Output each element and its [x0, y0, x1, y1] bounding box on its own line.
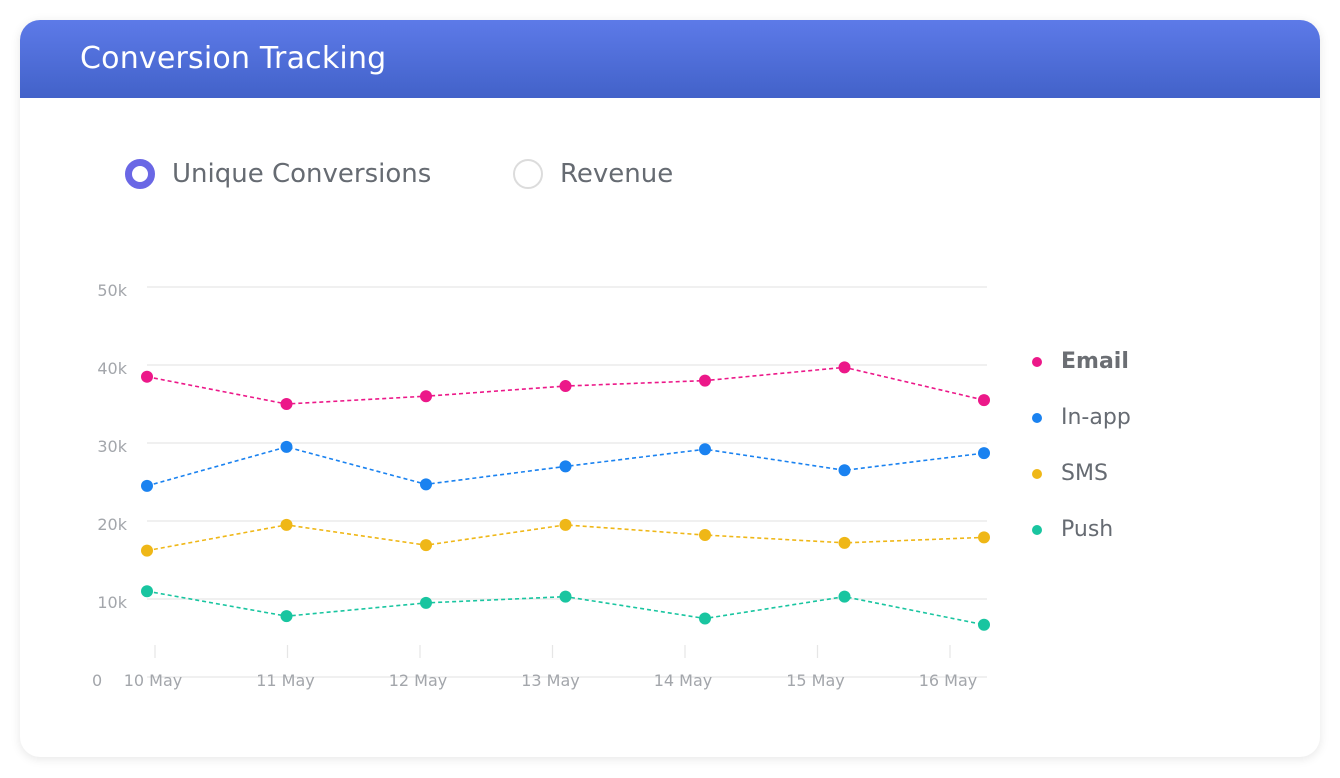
card-header: Conversion Tracking: [20, 20, 1320, 98]
x-tick-label: 14 May: [654, 671, 713, 690]
x-tick-label: 15 May: [786, 671, 845, 690]
legend-label-in-app: In-app: [1061, 405, 1131, 430]
legend-dot-sms: [1032, 468, 1042, 479]
x-tick-label: 10 May: [124, 671, 183, 690]
x-tick-label: 16 May: [919, 671, 978, 690]
radio-unique-conversions[interactable]: Unique Conversions: [125, 159, 431, 189]
data-point-sms[interactable]: [280, 518, 293, 531]
y-tick-label: 10k: [97, 593, 127, 612]
data-point-email[interactable]: [838, 361, 851, 374]
legend-item-push[interactable]: Push: [1032, 517, 1232, 542]
data-point-sms[interactable]: [838, 536, 851, 549]
data-point-push[interactable]: [559, 590, 572, 603]
data-point-email[interactable]: [559, 380, 572, 393]
legend-item-in-app[interactable]: In-app: [1032, 405, 1232, 430]
y-tick-label: 50k: [97, 281, 127, 300]
data-point-push[interactable]: [699, 612, 711, 625]
data-point-email[interactable]: [280, 398, 293, 410]
radio-label-unique-conversions: Unique Conversions: [172, 159, 432, 189]
data-point-sms[interactable]: [559, 518, 572, 531]
data-point-push[interactable]: [420, 596, 432, 609]
data-point-email[interactable]: [420, 390, 432, 403]
legend-item-email[interactable]: Email: [1032, 349, 1232, 374]
data-point-sms[interactable]: [978, 531, 990, 544]
data-point-email[interactable]: [699, 374, 711, 387]
legend-label-push: Push: [1061, 517, 1114, 542]
legend-label-sms: SMS: [1061, 461, 1108, 486]
data-point-sms[interactable]: [699, 529, 711, 542]
data-point-in-app[interactable]: [978, 447, 990, 460]
data-point-push[interactable]: [838, 590, 851, 603]
y-tick-label: 20k: [97, 515, 127, 534]
legend-dot-push: [1032, 524, 1042, 535]
y-tick-label: 0: [92, 671, 102, 690]
metric-radio-group: Unique Conversions Revenue: [0, 136, 1340, 196]
data-point-push[interactable]: [280, 610, 293, 623]
data-point-email[interactable]: [978, 394, 990, 407]
data-point-push[interactable]: [978, 618, 990, 631]
data-point-in-app[interactable]: [420, 478, 432, 491]
card-title: Conversion Tracking: [80, 41, 387, 76]
radio-unselected-icon: [513, 159, 543, 189]
y-tick-label: 30k: [97, 437, 127, 456]
data-point-sms[interactable]: [420, 539, 432, 552]
radio-selected-icon: [125, 159, 155, 189]
y-tick-label: 40k: [97, 359, 127, 378]
radio-label-revenue: Revenue: [560, 159, 674, 189]
x-tick-label: 12 May: [389, 671, 448, 690]
x-tick-label: 11 May: [256, 671, 315, 690]
legend-dot-in-app: [1032, 412, 1042, 423]
data-point-push[interactable]: [141, 585, 153, 598]
legend-dot-email: [1032, 356, 1042, 367]
data-point-sms[interactable]: [141, 544, 153, 557]
radio-revenue[interactable]: Revenue: [513, 159, 673, 189]
data-point-in-app[interactable]: [838, 464, 851, 477]
legend-item-sms[interactable]: SMS: [1032, 461, 1232, 486]
data-point-in-app[interactable]: [141, 479, 153, 492]
data-point-in-app[interactable]: [280, 440, 293, 453]
conversion-tracking-card: Conversion Tracking: [20, 20, 1320, 757]
data-point-in-app[interactable]: [699, 443, 711, 456]
legend-label-email: Email: [1061, 349, 1129, 374]
data-point-in-app[interactable]: [559, 460, 572, 473]
x-tick-label: 13 May: [521, 671, 580, 690]
data-point-email[interactable]: [141, 370, 153, 383]
